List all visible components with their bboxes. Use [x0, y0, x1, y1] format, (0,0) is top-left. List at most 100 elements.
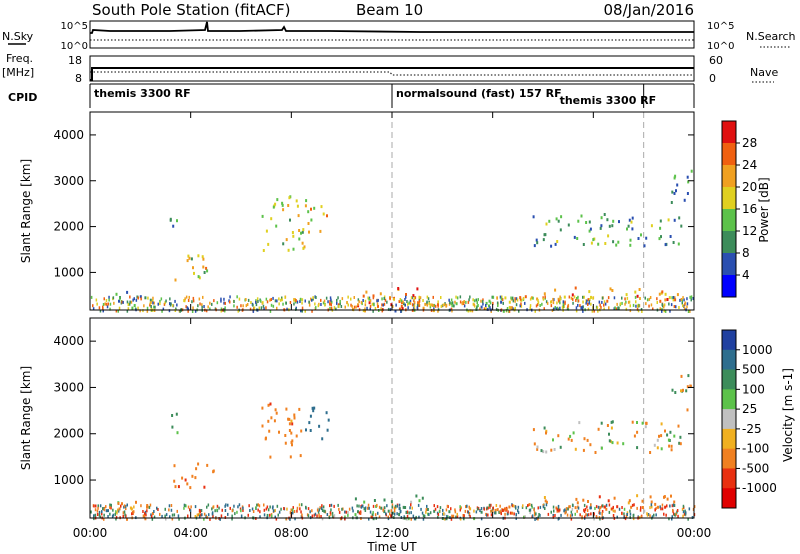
backscatter-cell	[197, 462, 200, 466]
backscatter-cell	[481, 300, 484, 304]
backscatter-cell	[340, 305, 343, 308]
backscatter-cell	[308, 421, 311, 425]
backscatter-cell	[663, 512, 665, 516]
backscatter-cell	[389, 297, 391, 301]
backscatter-cell	[577, 299, 580, 303]
backscatter-cell	[190, 257, 193, 261]
backscatter-cell	[567, 223, 570, 227]
backscatter-cell	[391, 511, 394, 515]
backscatter-cell	[452, 304, 455, 308]
backscatter-cell	[407, 302, 409, 306]
freq-trace	[90, 67, 694, 81]
backscatter-cell	[262, 304, 265, 308]
backscatter-cell	[486, 513, 488, 517]
backscatter-cell	[557, 504, 560, 508]
backscatter-cell	[304, 309, 306, 313]
backscatter-cell	[675, 305, 677, 309]
backscatter-cell	[206, 269, 209, 273]
backscatter-cell	[223, 301, 225, 305]
backscatter-cell	[125, 507, 127, 511]
backscatter-cell	[257, 300, 259, 303]
backscatter-cell	[601, 515, 603, 519]
backscatter-cell	[322, 301, 325, 305]
backscatter-cell	[629, 509, 631, 513]
backscatter-cell	[143, 515, 146, 518]
backscatter-cell	[591, 309, 594, 313]
backscatter-cell	[169, 217, 172, 221]
y-tick-label: 3000	[53, 380, 84, 394]
colorbar-tick-label: 100	[742, 382, 765, 396]
backscatter-cell	[287, 248, 290, 252]
backscatter-cell	[557, 297, 560, 301]
backscatter-cell	[265, 507, 268, 511]
backscatter-cell	[266, 505, 269, 509]
backscatter-cell	[242, 508, 244, 512]
backscatter-cell	[680, 224, 683, 228]
backscatter-cell	[255, 303, 258, 307]
backscatter-cell	[515, 297, 518, 301]
backscatter-cell	[164, 301, 166, 305]
backscatter-cell	[422, 514, 425, 518]
backscatter-cell	[184, 297, 186, 301]
backscatter-cell	[275, 224, 278, 228]
backscatter-cell	[267, 242, 270, 246]
colorbar-tick-label: -500	[742, 461, 769, 475]
backscatter-cell	[425, 508, 428, 512]
backscatter-cell	[636, 304, 639, 308]
backscatter-cell	[565, 510, 567, 514]
backscatter-cell	[310, 207, 312, 211]
backscatter-cell	[333, 306, 336, 310]
backscatter-cell	[446, 515, 449, 519]
backscatter-cell	[219, 517, 221, 521]
backscatter-cell	[550, 304, 553, 308]
colorbar-tick-label: 20	[742, 180, 757, 194]
backscatter-cell	[668, 302, 670, 306]
backscatter-cell	[315, 296, 317, 299]
backscatter-cell	[670, 444, 673, 448]
backscatter-cell	[636, 430, 639, 434]
backscatter-cell	[387, 509, 390, 513]
backscatter-cell	[426, 303, 429, 307]
backscatter-cell	[687, 310, 690, 313]
backscatter-cell	[638, 304, 641, 308]
backscatter-cell	[327, 418, 330, 422]
backscatter-cell	[626, 227, 628, 231]
backscatter-cell	[511, 306, 513, 310]
backscatter-cell	[339, 302, 341, 306]
backscatter-cell	[607, 296, 610, 300]
backscatter-cell	[625, 514, 628, 518]
backscatter-cell	[338, 507, 340, 511]
backscatter-cell	[149, 503, 152, 507]
backscatter-cell	[577, 295, 579, 299]
backscatter-cell	[245, 298, 247, 301]
backscatter-cell	[682, 504, 685, 508]
backscatter-cell	[112, 296, 115, 300]
backscatter-cell	[604, 242, 607, 245]
backscatter-cell	[316, 508, 319, 512]
backscatter-cell	[269, 455, 272, 459]
backscatter-cell	[469, 507, 472, 511]
backscatter-cell	[173, 479, 176, 483]
backscatter-cell	[529, 306, 531, 310]
backscatter-cell	[692, 297, 694, 300]
backscatter-cell	[312, 409, 315, 413]
backscatter-cell	[94, 513, 97, 517]
backscatter-cell	[606, 424, 609, 427]
backscatter-cell	[220, 309, 222, 313]
backscatter-cell	[671, 504, 674, 508]
backscatter-cell	[203, 305, 205, 308]
backscatter-cell	[405, 293, 407, 296]
colorbar-swatch	[722, 468, 736, 489]
backscatter-cell	[689, 309, 691, 313]
nave-top-tick: 60	[709, 54, 723, 67]
backscatter-cell	[239, 507, 242, 511]
backscatter-cell	[634, 290, 637, 294]
backscatter-cell	[122, 514, 124, 518]
backscatter-cell	[319, 506, 321, 510]
backscatter-cell	[301, 306, 304, 310]
backscatter-cell	[285, 238, 288, 242]
backscatter-cell	[459, 300, 462, 304]
backscatter-cell	[601, 510, 604, 513]
backscatter-cell	[293, 302, 295, 306]
backscatter-cell	[151, 514, 153, 518]
